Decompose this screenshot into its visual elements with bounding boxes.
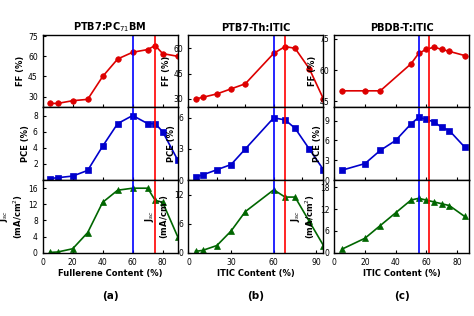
X-axis label: ITIC Content (%): ITIC Content (%) <box>217 270 295 278</box>
Text: (c): (c) <box>394 291 410 301</box>
X-axis label: Fullerene Content (%): Fullerene Content (%) <box>58 270 163 278</box>
Y-axis label: PCE (%): PCE (%) <box>167 125 176 162</box>
Title: PBDB-T:ITIC: PBDB-T:ITIC <box>370 22 434 33</box>
Text: (b): (b) <box>247 291 264 301</box>
Y-axis label: J$_{sc}$
(mA/cm$^2$): J$_{sc}$ (mA/cm$^2$) <box>143 194 171 239</box>
Y-axis label: J$_{sc}$
(mA/cm$^2$): J$_{sc}$ (mA/cm$^2$) <box>289 194 317 239</box>
Text: (a): (a) <box>102 291 118 301</box>
Y-axis label: J$_{sc}$
(mA/cm$^2$): J$_{sc}$ (mA/cm$^2$) <box>0 194 26 239</box>
Y-axis label: PCE (%): PCE (%) <box>313 125 322 162</box>
Y-axis label: FF (%): FF (%) <box>16 56 25 86</box>
Y-axis label: FF (%): FF (%) <box>162 56 171 86</box>
Y-axis label: FF (%): FF (%) <box>308 56 317 86</box>
X-axis label: ITIC Content (%): ITIC Content (%) <box>363 270 441 278</box>
Title: PTB7:PC$_{71}$BM: PTB7:PC$_{71}$BM <box>73 21 147 34</box>
Y-axis label: PCE (%): PCE (%) <box>21 125 30 162</box>
Title: PTB7-Th:ITIC: PTB7-Th:ITIC <box>221 22 291 33</box>
